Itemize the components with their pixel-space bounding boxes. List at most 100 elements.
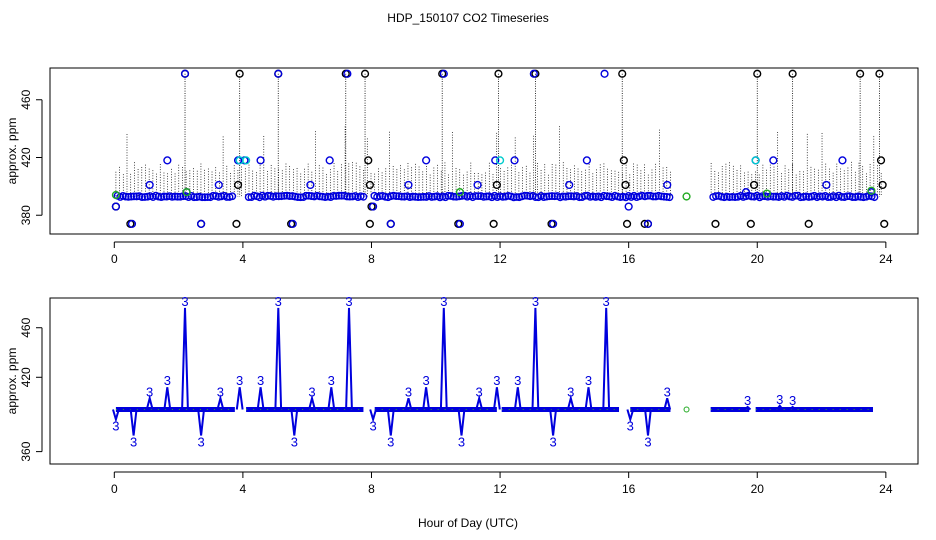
blue-ring <box>163 156 172 165</box>
spike-marker: 3 <box>532 294 539 309</box>
spike-marker: 3 <box>275 294 282 309</box>
black-ring <box>233 180 243 190</box>
baseline-ring <box>602 192 611 201</box>
spike-line <box>566 394 575 410</box>
baseline-ring <box>201 193 209 202</box>
spike-marker: 3 <box>585 373 592 388</box>
blue-ring <box>368 202 378 211</box>
baseline-ring <box>209 191 218 200</box>
blue-ring <box>343 69 352 78</box>
baseline-ring <box>649 192 657 201</box>
spike-marker: 3 <box>130 435 137 450</box>
baseline-ring <box>414 193 422 202</box>
spike-marker: 3 <box>257 373 264 388</box>
spike-line <box>549 409 557 436</box>
baseline-ring <box>329 192 338 200</box>
black-ring <box>856 69 865 78</box>
top-x-tick-label: 4 <box>240 252 247 266</box>
top-y-axis-label: approx. ppm <box>5 118 19 185</box>
baseline-ring <box>479 192 488 201</box>
blue-ring <box>439 69 448 78</box>
baseline-ring <box>728 192 737 201</box>
top-y-tick-label: 380 <box>19 205 33 225</box>
blue-ring <box>196 219 206 228</box>
top-y-axis: 380 420 460 <box>19 89 43 225</box>
spike-line <box>163 387 172 410</box>
green-ring <box>867 186 876 195</box>
spike-line <box>129 409 138 436</box>
blue-ring <box>180 69 190 78</box>
baseline-ring <box>198 193 207 202</box>
black-ring <box>365 219 374 228</box>
isolated-point <box>683 406 690 413</box>
baseline-ring <box>285 192 294 201</box>
baseline-ring <box>848 193 857 201</box>
blue-ring <box>404 180 413 190</box>
spike-marker: 3 <box>440 294 447 309</box>
black-ring <box>878 180 887 190</box>
baseline-ring <box>293 193 302 202</box>
baseline-ring <box>400 192 409 201</box>
blue-ring <box>600 69 609 78</box>
baseline-ring <box>444 191 453 200</box>
baseline-ring <box>345 192 354 201</box>
spike-marker: 3 <box>423 373 430 388</box>
spike-marker: 3 <box>387 435 394 450</box>
baseline-ring <box>272 192 280 201</box>
baseline-ring <box>222 193 231 201</box>
spike-marker: 3 <box>181 294 188 309</box>
black-ring <box>621 180 630 190</box>
bottom-x-tick-label: 4 <box>240 482 247 496</box>
blue-ring <box>274 69 283 78</box>
blue-ring <box>582 156 591 165</box>
baseline-ring <box>121 192 130 201</box>
top-x-tick-label: 12 <box>493 252 507 266</box>
top-data-marks <box>111 69 889 228</box>
baseline-ring <box>170 192 179 201</box>
spike-marker: 3 <box>664 384 671 399</box>
baseline-ring <box>160 192 168 201</box>
black-ring <box>619 156 628 165</box>
baseline-ring <box>375 192 384 201</box>
baseline-ring <box>124 193 133 201</box>
black-ring <box>494 69 503 78</box>
top-y-tick-label: 420 <box>19 147 33 167</box>
black-ring <box>365 180 374 190</box>
spike-marker: 3 <box>369 418 376 433</box>
black-ring <box>360 69 370 78</box>
cyan-ring <box>495 156 505 165</box>
top-x-axis: 0 4 8 12 16 20 24 <box>111 241 893 266</box>
chart-title: HDP_150107 CO2 Timeseries <box>387 11 548 25</box>
bottom-y-tick-label: 460 <box>19 317 33 337</box>
spike-line <box>663 398 672 410</box>
blue-ring <box>663 180 672 190</box>
spike-line <box>404 398 413 410</box>
blue-ring <box>838 156 847 165</box>
baseline-ring <box>550 192 559 201</box>
spike-marker: 3 <box>345 294 352 309</box>
baseline-ring <box>274 192 283 201</box>
black-ring <box>489 219 498 228</box>
blue-ring <box>325 156 334 165</box>
baseline-ring <box>408 192 417 201</box>
baseline-ring <box>731 193 739 202</box>
spike-marker: 3 <box>567 384 574 399</box>
baseline-ring <box>302 191 310 200</box>
bottom-x-tick-label: 20 <box>751 482 765 496</box>
baseline-ring <box>662 193 671 201</box>
blue-ring <box>529 69 538 78</box>
baseline-ring <box>416 193 425 201</box>
baseline-ring <box>228 192 237 201</box>
spike-marker: 3 <box>476 384 483 399</box>
baseline-ring <box>190 193 198 202</box>
baseline-ring <box>334 191 343 200</box>
spike-line <box>274 307 283 410</box>
baseline-ring <box>545 192 554 201</box>
baseline-ring <box>140 193 149 201</box>
baseline-ring <box>564 192 573 201</box>
blue-ring <box>256 156 265 165</box>
spike-line <box>439 307 448 410</box>
blue-ring <box>127 219 137 228</box>
